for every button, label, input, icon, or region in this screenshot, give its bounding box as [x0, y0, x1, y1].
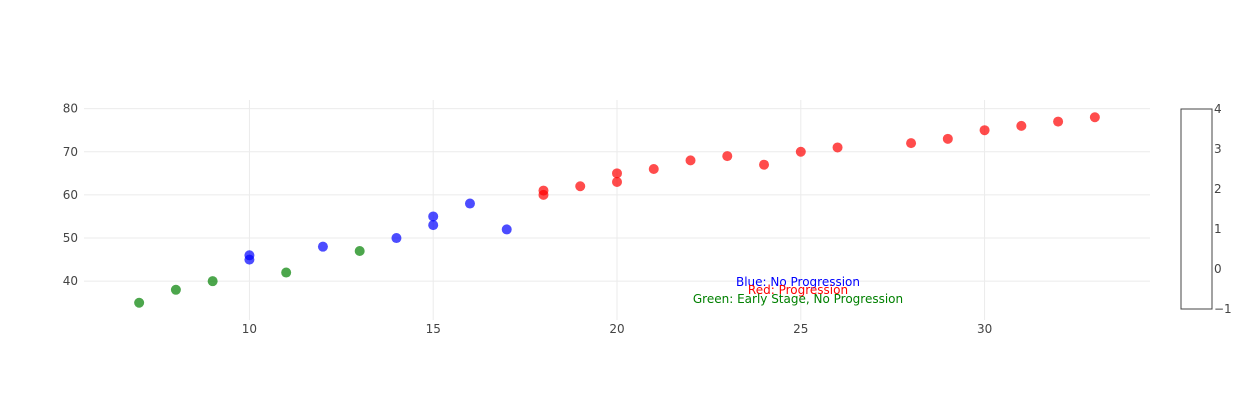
colorbar: 4 3 2 1 0 −1: [1180, 102, 1232, 316]
data-point: [575, 181, 586, 192]
grid-layer: [84, 100, 1150, 320]
data-point: [1089, 112, 1100, 123]
data-point: [612, 168, 622, 179]
x-tick-label: 30: [977, 322, 992, 336]
colorbar-tick-label: 2: [1214, 182, 1222, 196]
data-point: [170, 284, 181, 295]
data-point: [281, 267, 292, 278]
data-point: [207, 276, 218, 287]
data-point: [759, 159, 770, 170]
y-tick-label: 80: [63, 102, 78, 116]
y-tick-label: 50: [63, 231, 78, 245]
x-tick-label: 25: [793, 322, 808, 336]
y-tick-label: 40: [63, 274, 78, 288]
y-tick-label: 70: [63, 145, 78, 159]
x-tick-label: 20: [609, 322, 624, 336]
data-point: [979, 125, 990, 136]
data-point: [906, 138, 917, 149]
annotation-layer: Blue: No Progression Red: Progression Gr…: [693, 275, 903, 306]
data-point: [722, 151, 733, 162]
x-tick-label: 15: [426, 322, 441, 336]
data-point: [428, 211, 439, 222]
colorbar-tick-label: 1: [1214, 222, 1222, 236]
y-tick-label: 60: [63, 188, 78, 202]
data-point: [354, 245, 365, 256]
data-point: [538, 189, 549, 200]
data-point-layer: [134, 112, 1100, 308]
tick-label-layer: 10 15 20 25 30 40 50 60 70 80: [63, 102, 993, 336]
colorbar-tick-label: 0: [1214, 262, 1222, 276]
data-point: [501, 224, 512, 235]
data-point: [391, 233, 402, 244]
annotation-blue: Blue: No Progression: [736, 275, 860, 289]
data-point: [244, 254, 255, 265]
data-point: [317, 241, 328, 252]
data-point: [795, 146, 806, 157]
data-point: [1053, 116, 1064, 127]
data-point: [464, 198, 475, 209]
data-point: [648, 164, 659, 175]
colorbar-tick-label: 3: [1214, 142, 1222, 156]
data-point: [134, 297, 145, 308]
colorbar-box: [1180, 108, 1213, 310]
annotation-green: Green: Early Stage, No Progression: [693, 292, 903, 306]
x-tick-label: 10: [242, 322, 257, 336]
data-point: [942, 133, 953, 144]
data-point: [428, 220, 439, 231]
data-point: [612, 176, 622, 187]
data-point: [832, 142, 843, 153]
data-point: [1016, 120, 1027, 131]
annotation-red: Red: Progression: [748, 283, 848, 297]
colorbar-tick-label: −1: [1214, 302, 1232, 316]
colorbar-tick-labels: 4 3 2 1 0 −1: [1214, 102, 1232, 316]
data-point: [685, 155, 696, 166]
colorbar-tick-label: 4: [1214, 102, 1222, 116]
